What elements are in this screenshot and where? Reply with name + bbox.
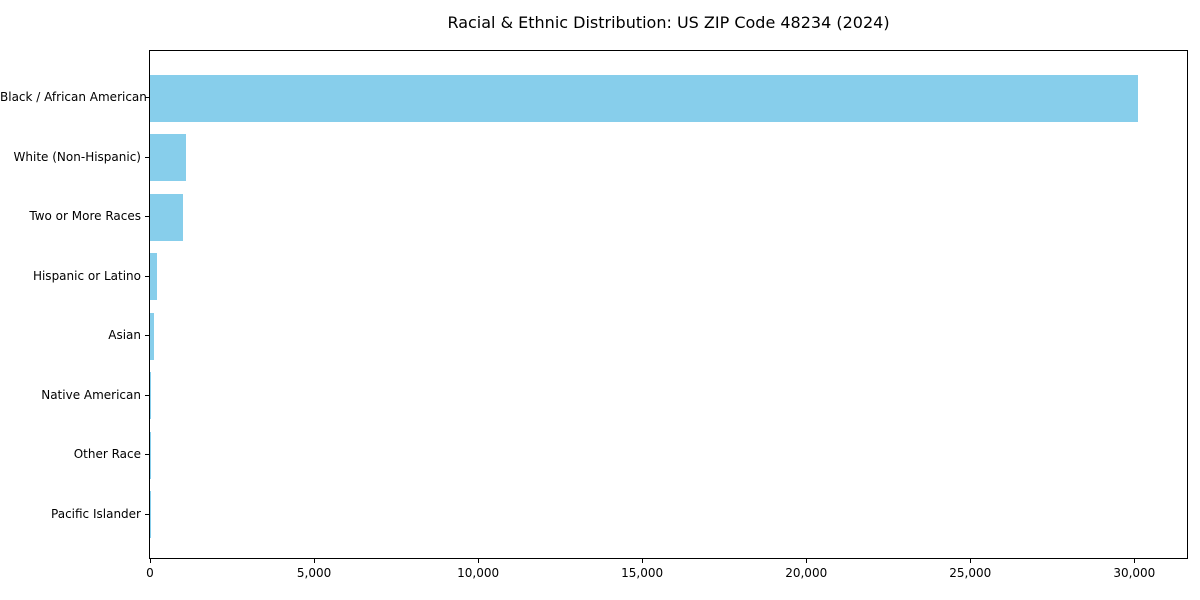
- y-tick-mark: [145, 97, 149, 98]
- bar-4: [150, 312, 154, 360]
- plot-area: [149, 50, 1188, 559]
- y-tick-mark: [145, 513, 149, 515]
- bar-1: [150, 134, 187, 181]
- x-tick-mark: [970, 559, 972, 563]
- y-tick-label: Other Race: [73, 447, 141, 461]
- y-tick-mark: [145, 394, 149, 396]
- x-tick-mark: [642, 559, 644, 563]
- bar-6: [150, 431, 151, 479]
- y-tick-mark: [145, 275, 149, 277]
- x-tick-label: 5,000: [296, 566, 332, 580]
- y-tick-mark: [145, 216, 149, 217]
- x-tick-mark: [1134, 559, 1136, 563]
- x-tick-mark: [314, 559, 316, 563]
- y-tick-label: Hispanic or Latino: [32, 268, 141, 283]
- y-tick-label: Pacific Islander: [51, 506, 141, 521]
- y-tick-label: Asian: [108, 328, 141, 342]
- y-tick-label: Two or More Races: [29, 209, 141, 223]
- bar-2: [150, 193, 183, 241]
- x-tick-mark: [150, 559, 151, 563]
- y-tick-label: Native American: [41, 387, 141, 402]
- x-tick-label: 10,000: [457, 566, 500, 580]
- x-tick-label: 20,000: [785, 566, 828, 580]
- y-tick-mark: [145, 156, 149, 158]
- x-tick-mark: [806, 559, 808, 563]
- bar-5: [150, 372, 152, 419]
- bar-0: [150, 74, 1138, 122]
- chart-title: Racial & Ethnic Distribution: US ZIP Cod…: [447, 13, 890, 32]
- x-tick-label: 30,000: [1113, 566, 1156, 580]
- x-tick-label: 0: [146, 566, 154, 580]
- y-tick-mark: [145, 454, 149, 455]
- x-tick-mark: [478, 559, 480, 563]
- y-tick-label: White (Non-Hispanic): [13, 149, 141, 164]
- bar-3: [150, 253, 158, 300]
- x-tick-label: 25,000: [949, 566, 992, 580]
- y-tick-label: Black / African American: [0, 90, 147, 104]
- x-tick-label: 15,000: [621, 566, 664, 580]
- y-tick-mark: [145, 335, 149, 336]
